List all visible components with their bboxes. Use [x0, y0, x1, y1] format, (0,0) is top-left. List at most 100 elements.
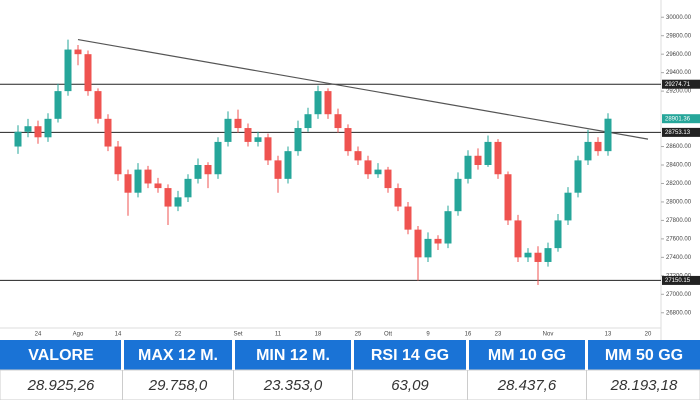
y-tick-label: 29200.00 [666, 89, 692, 95]
x-tick-label: 25 [355, 332, 362, 338]
candle-body [474, 155, 482, 165]
chart-area: 26800.0027000.0027200.0027400.0027600.00… [0, 15, 700, 338]
candle-body [74, 49, 82, 55]
candle-body [244, 128, 252, 142]
candle-body [534, 252, 542, 262]
x-tick-label: Set [233, 332, 242, 338]
candle-body [524, 252, 532, 258]
price-label-bg [662, 79, 700, 89]
table-header-bg [0, 340, 700, 370]
y-tick-label: 27600.00 [666, 236, 692, 242]
y-tick-label: 28400.00 [666, 163, 692, 169]
candle-body [194, 165, 202, 179]
candle-body [264, 137, 272, 161]
y-tick-label: 27800.00 [666, 218, 692, 224]
candle-body [324, 91, 332, 115]
table-header-cell: MAX 12 M. [138, 347, 218, 364]
candle-body [34, 126, 42, 138]
table-cell: 28.437,6 [497, 377, 557, 394]
table-cell: 28.193,18 [610, 377, 678, 394]
x-tick-label: 14 [115, 332, 122, 338]
candle-body [344, 128, 352, 152]
table-cell: 23.353,0 [263, 377, 323, 394]
candle-body [44, 118, 52, 138]
candle-body [164, 188, 172, 207]
candle-body [604, 118, 612, 152]
price-label: 29274.71 [665, 82, 691, 88]
candle-body [394, 188, 402, 207]
candle-body [384, 169, 392, 189]
candle-body [214, 141, 222, 175]
x-tick-label: 9 [426, 332, 430, 338]
table-cell: 28.925,26 [27, 377, 95, 394]
candle-body [224, 118, 232, 142]
candle-body [404, 206, 412, 230]
candle-body [54, 91, 62, 119]
candle-body [564, 192, 572, 221]
price-label: 27150.15 [665, 278, 691, 284]
candle-body [64, 49, 72, 92]
candle-body [294, 128, 302, 152]
table-header-cell: RSI 14 GG [371, 347, 449, 364]
candle-body [114, 146, 122, 175]
candle-body [504, 174, 512, 221]
candle-body [364, 160, 372, 175]
y-tick-label: 29600.00 [666, 52, 692, 58]
candle-body [154, 183, 162, 189]
candle-body [94, 91, 102, 119]
candle-body [24, 126, 32, 132]
x-tick-label: 13 [605, 332, 612, 338]
price-label: 28753.13 [665, 130, 691, 136]
y-tick-label: 28000.00 [666, 200, 692, 206]
table: VALORE 28.925,26 MAX 12 M. 29.758,0 MIN 12 M… [0, 340, 700, 400]
candle-body [204, 165, 212, 175]
candle-body [104, 118, 112, 147]
candle-body [584, 141, 592, 161]
trendline [77, 38, 649, 140]
y-tick-label: 30000.00 [666, 15, 692, 21]
table-row-bg [0, 369, 700, 400]
candle-body [124, 174, 132, 193]
candle-body [274, 160, 282, 179]
x-tick-label: 11 [275, 332, 282, 338]
candle-body [14, 131, 22, 147]
candle-body [554, 220, 562, 249]
candle-body [84, 54, 92, 92]
candle-body [184, 178, 192, 198]
candle-body [424, 238, 432, 258]
candle-body [454, 178, 462, 212]
candle-body [414, 229, 422, 258]
x-tick-label: 18 [315, 332, 322, 338]
table-header-cell: MIN 12 M. [256, 347, 330, 364]
candle-body [494, 141, 502, 175]
candle-body [464, 155, 472, 179]
y-tick-label: 29400.00 [666, 70, 692, 76]
candle-body [574, 160, 582, 193]
x-tick-label: Ago [73, 332, 84, 338]
table-header-cell: VALORE [28, 347, 94, 364]
candle-body [514, 220, 522, 258]
x-tick-label: 22 [175, 332, 182, 338]
candle-body [544, 248, 552, 262]
table-cell: 29.758,0 [148, 377, 208, 394]
table-header-cell: MM 10 GG [488, 347, 566, 364]
candle-body [134, 169, 142, 193]
y-tick-label: 28200.00 [666, 181, 692, 187]
candle-body [144, 169, 152, 184]
y-tick-label: 27000.00 [666, 292, 692, 298]
candle-body [484, 141, 492, 165]
x-tick-label: 23 [495, 332, 502, 338]
y-tick-label: 27400.00 [666, 255, 692, 261]
candle-body [594, 141, 602, 152]
candle-body [334, 114, 342, 129]
price-label: 28901.36 [665, 116, 691, 122]
x-tick-label: 24 [35, 332, 42, 338]
y-tick-label: 28600.00 [666, 144, 692, 150]
y-tick-label: 26800.00 [666, 310, 692, 316]
table-header-cell: MM 50 GG [605, 347, 683, 364]
x-tick-label: 16 [465, 332, 472, 338]
price-label-bg [662, 114, 700, 124]
candle-body [234, 118, 242, 129]
